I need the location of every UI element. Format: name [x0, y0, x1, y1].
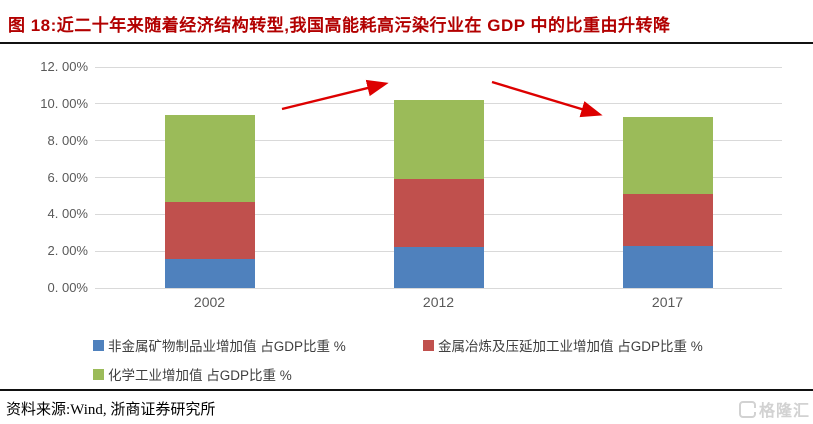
bar-segment: [622, 245, 713, 288]
legend-label: 非金属矿物制品业增加值 占GDP比重 %: [108, 339, 346, 354]
legend-item-chemical: 化学工业增加值 占GDP比重 %: [93, 364, 292, 384]
footer-divider: [0, 389, 813, 391]
y-tick-label: 8. 00%: [47, 132, 88, 148]
gridline: [95, 66, 782, 68]
x-tick-label: 2012: [422, 294, 455, 310]
gelonghui-logo-icon: [738, 400, 757, 418]
bar-2002: [164, 114, 255, 288]
bar-2017: [622, 116, 713, 288]
y-tick-label: 2. 00%: [47, 243, 88, 259]
y-tick-label: 0. 00%: [47, 280, 88, 295]
legend-item-metal-smelting: 金属冶炼及压延加工业增加值 占GDP比重 %: [423, 335, 703, 355]
bar-segment: [622, 194, 713, 246]
x-tick-label: 2002: [193, 294, 226, 310]
bar-segment: [622, 116, 713, 195]
figure-title: 图 18:近二十年来随着经济结构转型,我国高能耗高污染行业在 GDP 中的比重由…: [8, 16, 671, 35]
stacked-bar-chart: [95, 66, 782, 289]
y-tick-label: 10. 00%: [40, 95, 88, 111]
x-axis-line: [95, 287, 782, 289]
legend-swatch-blue: [93, 339, 104, 351]
y-tick-label: 12. 00%: [40, 59, 88, 74]
y-tick-label: 4. 00%: [47, 206, 88, 222]
data-source: 资料来源:Wind, 浙商证券研究所: [6, 402, 216, 418]
x-tick-label: 2017: [651, 294, 684, 310]
gelonghui-logo-text: 格隆汇: [758, 403, 810, 420]
bar-segment: [393, 100, 484, 180]
legend-label: 化学工业增加值 占GDP比重 %: [108, 368, 292, 383]
bar-segment: [393, 247, 484, 288]
bar-segment: [164, 202, 255, 260]
bar-segment: [393, 179, 484, 248]
legend-swatch-green: [93, 368, 104, 380]
legend-swatch-red: [423, 339, 434, 351]
legend-item-nonmetal: 非金属矿物制品业增加值 占GDP比重 %: [93, 335, 346, 355]
bar-segment: [164, 259, 255, 288]
bar-segment: [164, 114, 255, 203]
bar-2012: [393, 100, 484, 288]
gelonghui-watermark: 格隆汇: [738, 397, 810, 421]
legend-label: 金属冶炼及压延加工业增加值 占GDP比重 %: [438, 339, 703, 354]
title-divider: [0, 42, 813, 44]
y-tick-label: 6. 00%: [47, 169, 88, 185]
